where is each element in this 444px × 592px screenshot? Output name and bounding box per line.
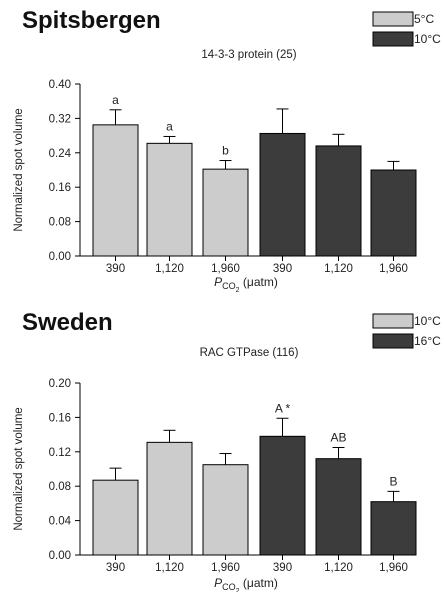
x-axis-label: PCO2 (μatm) bbox=[214, 576, 278, 592]
x-tick-label: 390 bbox=[273, 562, 292, 574]
y-tick-label: 0.16 bbox=[49, 182, 71, 194]
legend-label: 10°C bbox=[414, 314, 441, 328]
y-tick-label: 0.08 bbox=[49, 481, 71, 493]
chart-sweden: Sweden RAC GTPase (116) 10°C 16°C 0.00 0.04 0.… bbox=[13, 309, 441, 592]
bar bbox=[370, 501, 417, 556]
x-tick-label: 390 bbox=[106, 263, 125, 275]
y-tick-label: 0.32 bbox=[49, 113, 71, 125]
bar bbox=[202, 168, 249, 257]
bar-annotation: A * bbox=[275, 401, 291, 415]
legend-swatch bbox=[372, 333, 414, 349]
chart-title: 14-3-3 protein (25) bbox=[201, 49, 296, 61]
y-tick-label: 0.16 bbox=[49, 412, 71, 424]
x-axis-label: PCO2 (μatm) bbox=[214, 275, 278, 294]
y-tick-label: 0.08 bbox=[49, 217, 71, 229]
y-axis-label: Normalized spot volume bbox=[13, 108, 25, 231]
legend-label: 5°C bbox=[414, 12, 434, 26]
x-tick-label: 1,960 bbox=[211, 562, 240, 574]
y-tick-label: 0.00 bbox=[49, 550, 71, 562]
bar bbox=[370, 169, 417, 257]
y-axis-label: Normalized spot volume bbox=[13, 407, 25, 530]
legend-swatch bbox=[372, 11, 414, 27]
x-tick-label: 1,120 bbox=[155, 562, 184, 574]
y-tick-label: 0.40 bbox=[49, 79, 71, 91]
y-tick-label: 0.12 bbox=[49, 447, 71, 459]
y-tick-label: 0.00 bbox=[49, 251, 71, 263]
y-tick-label: 0.24 bbox=[49, 148, 72, 160]
legend-label: 10°C bbox=[414, 32, 441, 46]
bar bbox=[202, 464, 249, 556]
bar bbox=[315, 145, 362, 257]
bar-annotation: AB bbox=[330, 431, 346, 445]
bar bbox=[259, 435, 306, 556]
x-tick-label: 1,120 bbox=[324, 562, 353, 574]
region-title: Spitsbergen bbox=[22, 7, 161, 34]
bar-annotation: b bbox=[222, 144, 229, 158]
bar bbox=[92, 124, 139, 257]
bar bbox=[315, 458, 362, 556]
x-tick-label: 1,120 bbox=[324, 263, 353, 275]
x-tick-label: 1,960 bbox=[211, 263, 240, 275]
x-tick-label: 390 bbox=[273, 263, 292, 275]
chart-spitsbergen: Spitsbergen 14-3-3 protein (25) 5°C 10°C 0.0… bbox=[13, 7, 441, 294]
bar-annotation: B bbox=[389, 474, 397, 488]
legend-label: 16°C bbox=[414, 334, 441, 348]
bar bbox=[92, 479, 139, 556]
bar bbox=[146, 142, 193, 257]
bar-annotation: a bbox=[112, 93, 119, 107]
x-tick-label: 1,120 bbox=[155, 263, 184, 275]
bar-annotation: a bbox=[166, 119, 173, 133]
bar bbox=[259, 132, 306, 257]
legend-swatch bbox=[372, 31, 414, 47]
x-tick-label: 390 bbox=[106, 562, 125, 574]
chart-title: RAC GTPase (116) bbox=[200, 347, 299, 359]
y-tick-label: 0.20 bbox=[49, 378, 71, 390]
bar bbox=[146, 441, 193, 556]
legend-swatch bbox=[372, 313, 414, 329]
x-tick-label: 1,960 bbox=[379, 562, 408, 574]
region-title: Sweden bbox=[22, 309, 113, 336]
y-tick-label: 0.04 bbox=[49, 516, 72, 528]
x-tick-label: 1,960 bbox=[379, 263, 408, 275]
